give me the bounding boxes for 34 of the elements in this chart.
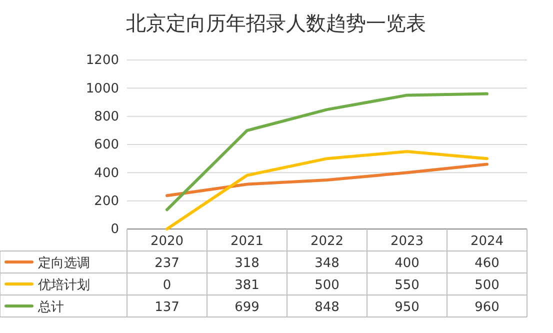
- x-tick-label: 2021: [230, 234, 264, 249]
- data-label: 318: [234, 256, 260, 271]
- data-label: 500: [314, 278, 340, 293]
- y-tick-label: 800: [94, 109, 119, 124]
- data-label: 237: [154, 256, 180, 271]
- data-label: 0: [162, 278, 172, 293]
- y-tick-label: 200: [94, 194, 119, 209]
- data-label: 460: [474, 256, 500, 271]
- y-tick-label: 400: [94, 166, 119, 181]
- x-tick-label: 2022: [310, 234, 344, 249]
- data-label: 137: [154, 300, 180, 315]
- data-label: 848: [314, 300, 340, 315]
- data-label: 348: [314, 256, 340, 271]
- data-label: 699: [234, 300, 260, 315]
- data-label: 960: [474, 300, 500, 315]
- y-tick-label: 0: [110, 222, 119, 238]
- data-label: 550: [394, 278, 420, 293]
- legend-label: 优培计划: [38, 278, 90, 293]
- line-series: [166, 92, 488, 212]
- y-tick-label: 600: [94, 138, 119, 153]
- x-tick-label: 2024: [470, 234, 504, 249]
- data-label: 381: [234, 278, 260, 293]
- data-label: 500: [474, 278, 500, 293]
- legend-label: 总计: [37, 300, 64, 315]
- chart-title: 北京定向历年招录人数趋势一览表: [126, 11, 426, 35]
- line-series: [166, 150, 488, 230]
- line-series: [166, 162, 488, 198]
- data-label: 400: [394, 256, 420, 271]
- x-tick-label: 2020: [150, 234, 184, 249]
- data-label: 950: [394, 300, 420, 315]
- y-tick-label: 1000: [86, 81, 119, 96]
- y-tick-label: 1200: [86, 53, 119, 68]
- legend-label: 定向选调: [38, 256, 90, 271]
- x-tick-label: 2023: [390, 234, 424, 249]
